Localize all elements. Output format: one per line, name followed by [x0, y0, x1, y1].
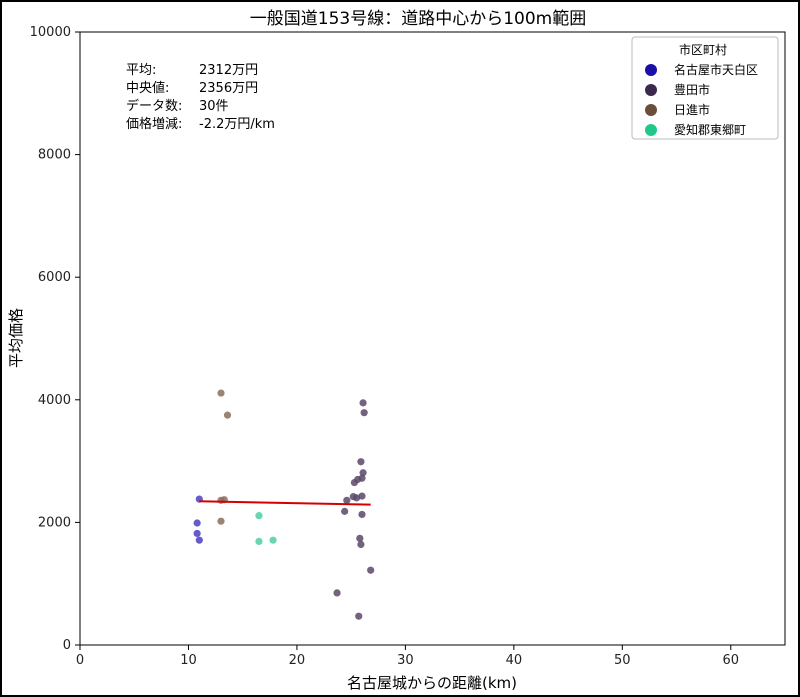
data-point — [357, 540, 365, 549]
x-tick-label: 10 — [180, 653, 197, 668]
data-point — [217, 389, 225, 397]
stat-label: 中央値: — [126, 80, 169, 96]
data-point — [333, 589, 341, 597]
stat-value: 2356万円 — [199, 81, 258, 96]
y-tick-label: 8000 — [38, 148, 71, 163]
x-axis-label: 名古屋城からの距離(km) — [347, 674, 517, 692]
data-point — [356, 534, 364, 542]
data-point — [217, 517, 225, 525]
legend-marker — [645, 64, 657, 76]
legend-marker — [645, 124, 657, 136]
legend-entry-label: 豊田市 — [674, 82, 710, 97]
x-tick-label: 40 — [506, 653, 523, 668]
data-point — [352, 494, 361, 502]
data-point — [195, 536, 203, 544]
data-point — [355, 612, 363, 620]
stat-value: 30件 — [199, 99, 229, 114]
legend-entry-label: 名古屋市天白区 — [674, 62, 758, 77]
y-tick-label: 0 — [63, 638, 71, 653]
plot-area — [79, 31, 786, 646]
y-tick-label: 10000 — [30, 25, 71, 40]
data-point — [358, 510, 366, 519]
data-point — [255, 512, 263, 520]
x-tick-label: 60 — [722, 653, 739, 668]
x-tick-label: 30 — [397, 653, 414, 668]
legend-marker — [645, 104, 657, 116]
stat-label: 価格増減: — [126, 116, 182, 132]
data-point — [193, 519, 201, 527]
data-point — [193, 529, 201, 538]
stat-value: -2.2万円/km — [199, 117, 275, 132]
stat-label: 平均: — [126, 63, 156, 78]
x-tick-label: 0 — [76, 653, 84, 668]
data-point — [255, 537, 263, 546]
legend-entry-label: 愛知郡東郷町 — [674, 123, 746, 137]
x-tick-label: 50 — [614, 653, 631, 668]
legend-box — [631, 36, 779, 140]
data-point — [350, 478, 359, 487]
trendline — [199, 500, 371, 506]
data-point — [269, 536, 277, 544]
data-point — [359, 399, 367, 407]
stat-value: 2312万円 — [199, 63, 258, 78]
y-tick-label: 2000 — [38, 515, 71, 530]
x-tick-label: 20 — [289, 653, 306, 668]
x-axis-ticks: 0 10 20 30 40 50 60 — [76, 645, 739, 668]
y-tick-label: 6000 — [38, 270, 71, 285]
stat-label: データ数: — [126, 98, 182, 114]
legend-title: 市区町村 — [679, 42, 727, 57]
data-point — [357, 458, 365, 466]
data-point — [367, 566, 375, 574]
data-point — [341, 507, 349, 515]
y-axis-ticks: 0 2000 4000 6000 8000 10000 — [30, 25, 80, 653]
y-axis-label: 平均価格 — [7, 308, 25, 368]
trendline-group — [199, 500, 371, 506]
data-point — [359, 469, 367, 477]
data-point — [358, 492, 366, 500]
legend-marker — [645, 84, 657, 96]
y-tick-label: 4000 — [38, 393, 71, 408]
chart-title: 一般国道153号線：道路中心から100m範囲 — [250, 9, 586, 29]
legend-entry-label: 日進市 — [674, 102, 710, 117]
data-point — [223, 411, 232, 419]
data-point — [343, 496, 351, 504]
data-point — [360, 409, 368, 417]
